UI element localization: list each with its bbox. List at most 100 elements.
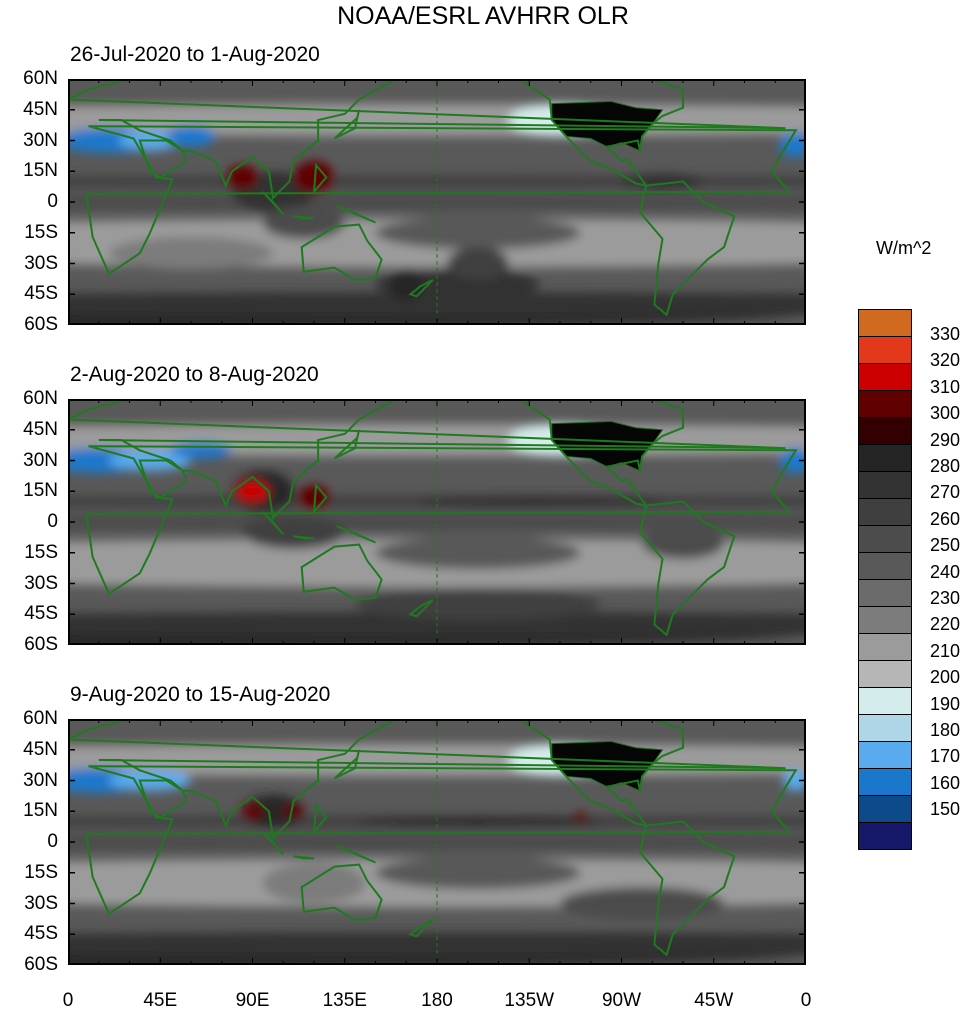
figure-title: NOAA/ESRL AVHRR OLR: [337, 2, 629, 30]
lat-label: 60S: [24, 314, 58, 335]
colorbar-box: [858, 579, 912, 607]
coastline: [293, 535, 315, 540]
colorbar-units: W/m^2: [876, 238, 932, 258]
lon-label: 0: [800, 990, 812, 1011]
lon-label: 180: [421, 990, 453, 1011]
colorbar-label: 180: [930, 720, 961, 740]
olr-region: [355, 817, 601, 826]
lat-label: 0: [47, 511, 58, 532]
lat-label: 45S: [24, 283, 58, 305]
coastline: [461, 399, 684, 508]
colorbar-box: [858, 390, 912, 418]
lat-label: 30N: [23, 449, 58, 471]
olr-region: [375, 216, 581, 250]
colorbar-box: [858, 363, 912, 391]
colorbar-label: 160: [930, 772, 961, 793]
colorbar-box: [858, 417, 912, 445]
lat-label: 15N: [23, 160, 58, 182]
lat-label: 15S: [24, 541, 58, 563]
olr-region: [242, 794, 304, 828]
colorbar-label: 330: [930, 324, 961, 344]
coastline: [293, 215, 315, 220]
colorbar-box: [858, 660, 912, 688]
coastline: [336, 525, 376, 544]
colorbar-label: 250: [930, 535, 961, 556]
lat-label: 30S: [24, 252, 58, 274]
olr-map-panel: [68, 719, 806, 965]
coastline: [300, 863, 383, 921]
olr-region: [375, 536, 581, 570]
coastline: [262, 831, 285, 855]
lat-label: 60N: [23, 708, 58, 729]
coastline: [638, 180, 736, 317]
panel-title: 2-Aug-2020 to 8-Aug-2020: [70, 363, 319, 386]
coastline: [85, 445, 798, 596]
lon-label: 0: [62, 990, 74, 1011]
lon-label: 90W: [601, 990, 642, 1011]
olr-region: [416, 495, 663, 508]
olr-map-panel: [68, 79, 806, 325]
colorbar-label: 190: [930, 693, 961, 714]
coastline: [333, 749, 361, 780]
olr-region: [166, 126, 216, 147]
lat-label: 15N: [23, 800, 58, 822]
lat-label: 45N: [23, 738, 58, 760]
lat-label: 45N: [23, 98, 58, 120]
colorbar-label: 320: [930, 350, 961, 371]
coastline: [293, 855, 315, 860]
colorbar-label: 310: [930, 376, 961, 397]
coastline: [312, 482, 328, 515]
coastline: [85, 125, 798, 276]
lat-label: 15S: [24, 861, 58, 883]
colorbar-box: [858, 633, 912, 661]
panel-title: 26-Jul-2020 to 1-Aug-2020: [70, 43, 320, 66]
colorbar-label: 240: [930, 561, 961, 582]
olr-region: [783, 770, 806, 791]
coastline: [300, 223, 383, 281]
panel-title: 9-Aug-2020 to 15-Aug-2020: [70, 683, 331, 706]
coastline: [138, 139, 189, 179]
colorbar-box: [858, 606, 912, 634]
colorbar-box: [858, 552, 912, 580]
colorbar-box: [858, 525, 912, 553]
lat-label: 30S: [24, 572, 58, 594]
colorbar-box: [858, 309, 912, 337]
coastline: [300, 543, 383, 601]
olr-region: [642, 526, 724, 559]
olr-region: [242, 515, 345, 549]
colorbar-box: [858, 768, 912, 796]
lat-label: 15N: [23, 480, 58, 502]
colorbar-label: 300: [930, 403, 961, 424]
coastline: [333, 429, 361, 460]
coastline: [638, 500, 736, 637]
colorbar: [858, 309, 912, 850]
olr-region: [355, 587, 601, 621]
olr-map-panel: [68, 399, 806, 645]
colorbar-label: 220: [930, 614, 961, 635]
colorbar-label: 150: [930, 799, 961, 820]
lat-label: 60N: [23, 68, 58, 89]
olr-region: [170, 442, 232, 459]
coastline: [68, 719, 786, 841]
coastline: [461, 719, 684, 828]
colorbar-box: [858, 687, 912, 715]
coastline: [85, 765, 798, 916]
lat-label: 30S: [24, 892, 58, 914]
lat-label: 30N: [23, 769, 58, 791]
coastline: [408, 279, 434, 298]
colorbar-label: 170: [930, 746, 961, 767]
colorbar-label: 280: [930, 456, 961, 476]
lon-label: 45E: [143, 990, 178, 1011]
colorbar-box: [858, 822, 912, 850]
colorbar-box: [858, 444, 912, 472]
lat-label: 0: [47, 191, 58, 212]
coastline: [68, 399, 786, 521]
olr-region: [240, 803, 265, 820]
lat-label: 60S: [24, 634, 58, 655]
lat-label: 60S: [24, 954, 58, 975]
lon-label: 135E: [322, 990, 367, 1011]
coastline: [262, 511, 285, 535]
coastline: [336, 845, 376, 864]
colorbar-label: 210: [930, 640, 961, 661]
colorbar-label: 260: [930, 508, 961, 529]
